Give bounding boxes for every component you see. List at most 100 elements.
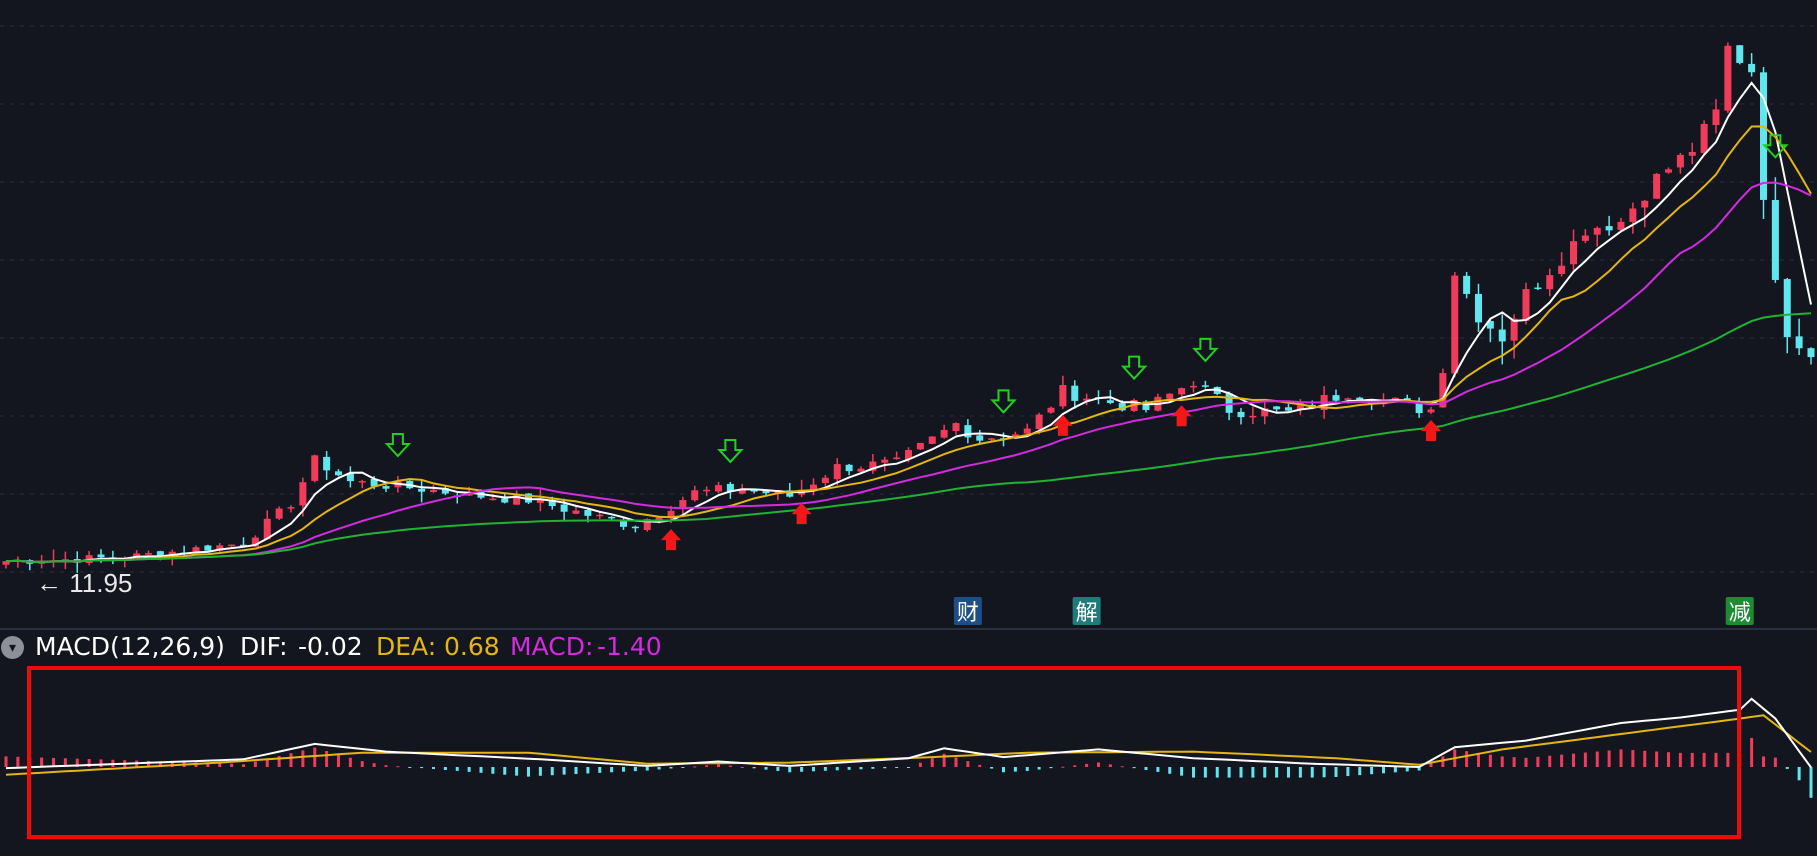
macd-histogram-bar (443, 767, 447, 770)
candle-body (489, 498, 497, 501)
candle-body (1344, 398, 1352, 400)
candle (976, 429, 984, 445)
candle-body (1534, 287, 1542, 290)
candle-body (228, 544, 236, 547)
candle (335, 469, 342, 477)
macd-histogram-bar (610, 767, 614, 773)
candle (346, 466, 354, 488)
candle-body (976, 435, 984, 441)
candle-body (1273, 406, 1281, 410)
candle-body (346, 473, 354, 482)
macd-histogram-bar (930, 758, 934, 767)
macd-histogram-bar (574, 767, 578, 775)
event-tag-label: 解 (1076, 601, 1098, 626)
candle (1771, 177, 1779, 283)
macd-histogram-bar (1417, 767, 1421, 771)
candle (1724, 42, 1732, 113)
candle-body (287, 507, 295, 509)
sell-arrow-icon (1120, 355, 1148, 381)
candle (810, 478, 817, 496)
candle (691, 485, 699, 502)
dif-label: DIF: (240, 632, 288, 661)
macd-header: ▾ MACD(12,26,9) DIF: -0.02 DEA: 0.68 MAC… (0, 629, 1817, 665)
macd-histogram-bar (1120, 766, 1124, 768)
candle (1558, 252, 1566, 277)
candle-body (548, 499, 556, 507)
candle-body (857, 468, 865, 472)
candle-body (216, 545, 224, 551)
macd-histogram-bar (1536, 756, 1540, 767)
macd-histogram-bar (242, 764, 245, 767)
sell-arrow-icon (1192, 337, 1219, 363)
candle (1760, 67, 1767, 220)
candle-body (1391, 397, 1399, 401)
candle-body (881, 459, 889, 463)
buy-arrow-icon (791, 503, 812, 525)
candle-body (1700, 123, 1708, 153)
macd-histogram-bar (491, 767, 495, 774)
macd-histogram-bar (1429, 763, 1433, 767)
candle-body (1035, 414, 1043, 429)
macd-histogram-bar (1785, 767, 1789, 769)
candle-body (762, 489, 770, 494)
candle-body (810, 484, 817, 491)
chevron-down-icon[interactable]: ▾ (1, 636, 24, 659)
candle-body (156, 551, 164, 558)
macd-histogram-bar (218, 763, 222, 767)
macd-histogram-bar (1002, 767, 1005, 773)
candle-body (2, 561, 10, 565)
macd-histogram-bar (313, 747, 317, 767)
candle-body (1760, 72, 1767, 200)
candle-body (928, 436, 936, 444)
candle (893, 451, 901, 460)
macd-histogram-bar (1797, 767, 1801, 781)
macd-histogram-bar (337, 754, 340, 767)
dif-line (5, 697, 1812, 770)
macd-histogram-bar (479, 767, 483, 773)
candle (928, 436, 936, 445)
macd-histogram-bar (1334, 767, 1338, 777)
event-tag-label: 减 (1729, 601, 1751, 626)
candle-body (204, 545, 212, 551)
candle-body (691, 490, 699, 501)
candle-body (1071, 385, 1079, 401)
candle-body (1486, 321, 1494, 329)
candle-body (323, 456, 331, 471)
ma-white-line (5, 81, 1812, 563)
macd-histogram-bar (527, 767, 530, 777)
candle-body (251, 537, 259, 547)
buy-arrow-icon (1421, 420, 1441, 442)
candle (1190, 381, 1197, 393)
macd-histogram-bar (1667, 752, 1670, 767)
macd-histogram-bar (1393, 767, 1397, 773)
candle-body (1522, 289, 1530, 321)
highlight-box (27, 666, 1741, 839)
macd-histogram-bar (788, 767, 792, 773)
macd-histogram-bar (669, 767, 673, 769)
candle-body (1807, 348, 1815, 358)
macd-histogram-bar (63, 758, 67, 767)
candle-body (1795, 336, 1803, 349)
candle-body (893, 457, 901, 460)
macd-histogram-bar (1097, 762, 1100, 767)
macd-histogram-bar (645, 767, 649, 771)
candle-body (833, 464, 841, 480)
macd-histogram-bar (1773, 757, 1777, 767)
candle-body (1415, 401, 1423, 414)
macd-panel[interactable] (0, 665, 1817, 856)
candle (1273, 406, 1281, 412)
macd-histogram-bar (1203, 767, 1207, 778)
macd-indicator-name[interactable]: MACD(12,26,9) (35, 632, 225, 661)
price-panel[interactable]: ← 11.95 财 解 减 (0, 0, 1817, 630)
macd-histogram-bar (1560, 754, 1564, 767)
event-tag: 减 (1725, 597, 1754, 626)
candle-body (145, 553, 152, 555)
macd-histogram-bar (990, 767, 994, 769)
macd-histogram-bar (265, 758, 269, 767)
macd-histogram-bar (681, 767, 685, 768)
macd-histogram-bar (907, 767, 910, 768)
candle (1439, 368, 1447, 408)
sell-arrow-icon (1762, 134, 1789, 159)
candle (1023, 423, 1031, 436)
